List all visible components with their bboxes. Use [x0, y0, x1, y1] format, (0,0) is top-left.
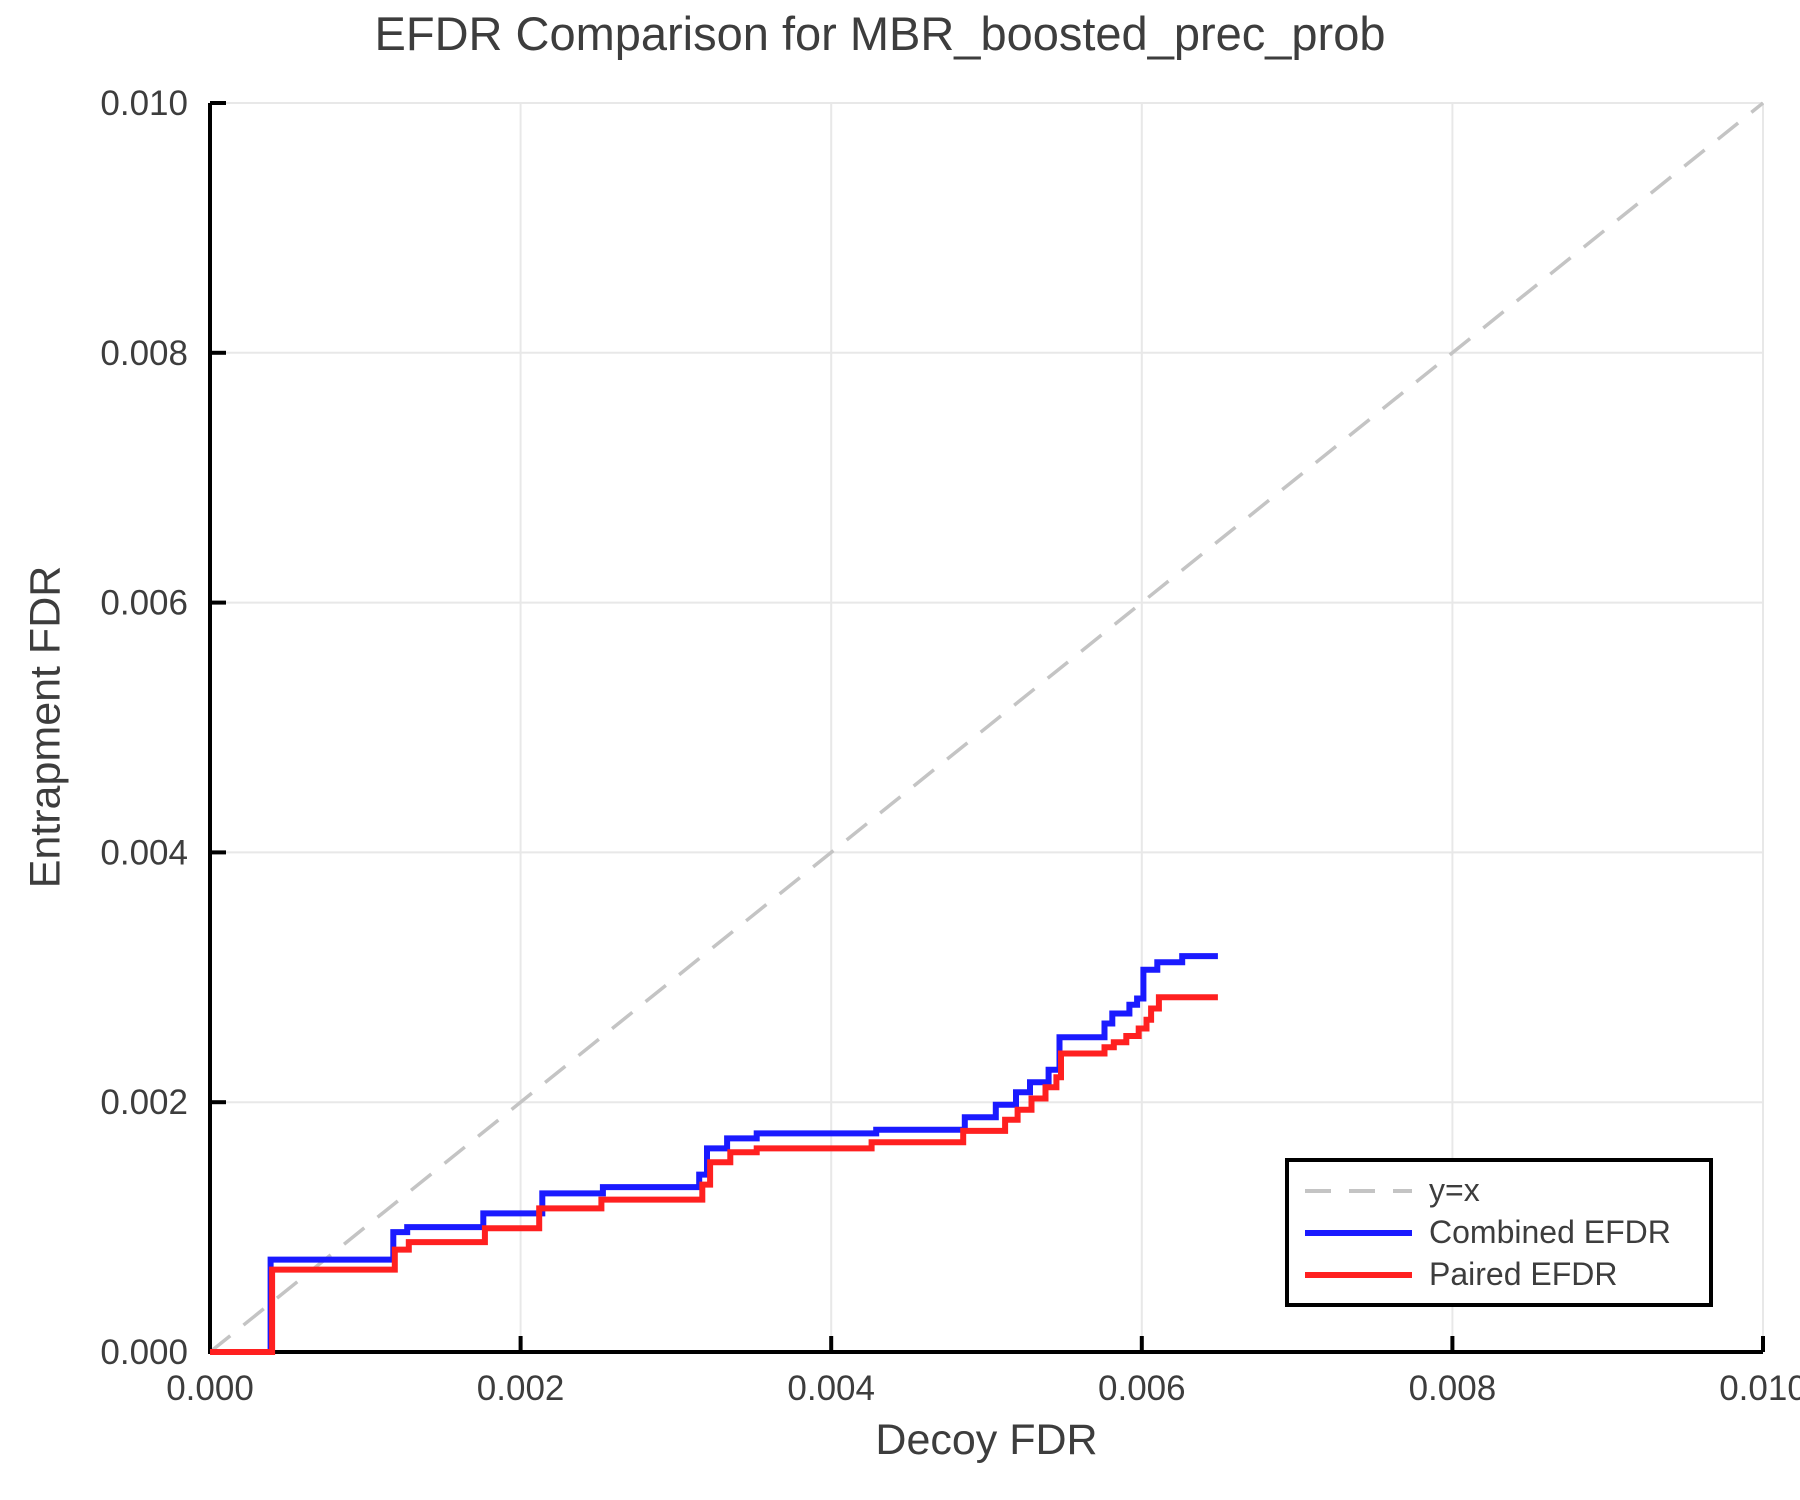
legend-line-sample-paired-efdr: [1305, 1271, 1412, 1278]
legend-label-paired-efdr: Paired EFDR: [1429, 1256, 1618, 1292]
x-tick-label-0.006: 0.006: [1098, 1369, 1186, 1408]
y-tick-label-0.008: 0.008: [100, 334, 188, 373]
legend-box: y=x Combined EFDR Paired EFDR: [1285, 1158, 1713, 1307]
legend-entry-paired-efdr: Paired EFDR: [1305, 1254, 1709, 1296]
series-line-paired-efdr: [210, 994, 1218, 1355]
legend-label-yx: y=x: [1429, 1172, 1480, 1208]
x-tick-label-0.002: 0.002: [477, 1369, 565, 1408]
y-tick-label-0.010: 0.010: [100, 84, 188, 123]
y-tick-label-0.006: 0.006: [100, 584, 188, 623]
x-tick-label-0.000: 0.000: [166, 1369, 254, 1408]
series-line-combined-efdr: [210, 953, 1218, 1355]
y-tick-label-0.004: 0.004: [100, 833, 188, 872]
reference-line-y-equals-x: [208, 101, 1765, 1354]
y-axis-label: Entrapment FDR: [21, 565, 70, 889]
legend-line-sample-yx: [1305, 1188, 1412, 1193]
legend-entry-yx: y=x: [1305, 1170, 1709, 1212]
legend-label-combined-efdr: Combined EFDR: [1429, 1214, 1671, 1250]
y-tick-label-0.002: 0.002: [100, 1083, 188, 1122]
chart-title: EFDR Comparison for MBR_boosted_prec_pro…: [374, 7, 1386, 60]
legend-line-sample-combined-efdr: [1305, 1229, 1412, 1236]
y-tick-label-0.000: 0.000: [100, 1333, 188, 1372]
legend-entry-combined-efdr: Combined EFDR: [1305, 1212, 1709, 1254]
x-tick-label-0.008: 0.008: [1409, 1369, 1497, 1408]
x-axis-label: Decoy FDR: [875, 1416, 1098, 1464]
x-tick-label-0.004: 0.004: [787, 1369, 875, 1408]
x-tick-label-0.010: 0.010: [1719, 1369, 1800, 1408]
